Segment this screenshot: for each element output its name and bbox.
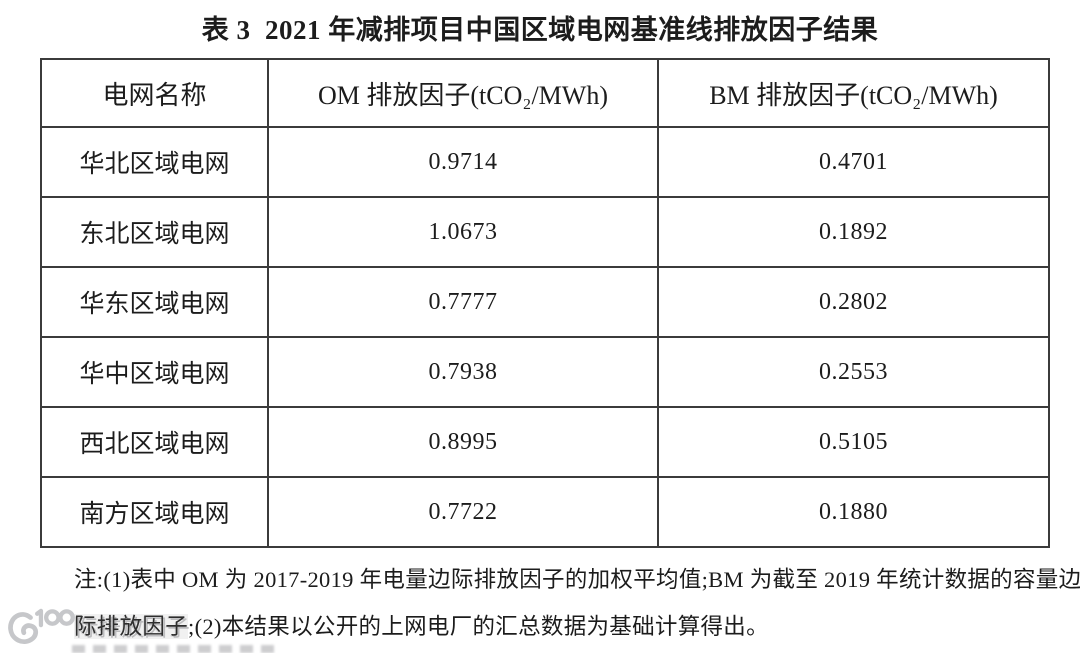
footnote-line-1: 注:(1)表中 OM 为 2017-2019 年电量边际排放因子的加权平均值;B… (74, 567, 1080, 592)
table-row: 华东区域电网 0.7777 0.2802 (40, 266, 1050, 338)
om-value-cell: 0.8995 (267, 406, 659, 478)
footnote-line-2-text: ;(2)本结果以公开的上网电厂的汇总数据为基础计算得出。 (188, 614, 769, 639)
grid-name-cell: 华中区域电网 (40, 336, 269, 408)
table-header-row: 电网名称 OM 排放因子(tCO₂/MWh) BM 排放因子(tCO₂/MWh) (40, 58, 1050, 128)
om-value-cell: 1.0673 (267, 196, 659, 268)
om-value-cell: 0.7938 (267, 336, 659, 408)
col-header-bm-factor: BM 排放因子(tCO₂/MWh) (657, 58, 1050, 128)
watermark-logo-icon (8, 608, 75, 645)
bm-value-cell: 0.2553 (657, 336, 1050, 408)
grid-name-cell: 华东区域电网 (40, 266, 269, 338)
grid-name-cell: 南方区域电网 (40, 476, 269, 548)
col-header-grid-name: 电网名称 (40, 58, 269, 128)
bm-value-cell: 0.5105 (657, 406, 1050, 478)
table-row: 华北区域电网 0.9714 0.4701 (40, 126, 1050, 198)
emission-factors-table: 电网名称 OM 排放因子(tCO₂/MWh) BM 排放因子(tCO₂/MWh)… (40, 58, 1050, 548)
grid-name-cell: 西北区域电网 (40, 406, 269, 478)
table-caption: 表 3 2021 年减排项目中国区域电网基准线排放因子结果 (201, 15, 879, 45)
footnote-line-2: 际排放因子;(2)本结果以公开的上网电厂的汇总数据为基础计算得出。 (74, 603, 1034, 650)
table-row: 华中区域电网 0.7938 0.2553 (40, 336, 1050, 408)
bm-value-cell: 0.1892 (657, 196, 1050, 268)
om-value-cell: 0.7777 (267, 266, 659, 338)
col-header-om-factor: OM 排放因子(tCO₂/MWh) (267, 58, 659, 128)
table-footnotes: 注:(1)表中 OM 为 2017-2019 年电量边际排放因子的加权平均值;B… (74, 556, 1080, 650)
footnote-line-2-watermarked-text: 际排放因子 (74, 614, 189, 639)
grid-name-cell: 东北区域电网 (40, 196, 269, 268)
bm-value-cell: 0.1880 (657, 476, 1050, 548)
om-value-cell: 0.7722 (267, 476, 659, 548)
bm-value-cell: 0.2802 (657, 266, 1050, 338)
om-value-cell: 0.9714 (267, 126, 659, 198)
grid-name-cell: 华北区域电网 (40, 126, 269, 198)
bm-value-cell: 0.4701 (657, 126, 1050, 198)
table-row: 南方区域电网 0.7722 0.1880 (40, 476, 1050, 548)
watermark-smudge (72, 645, 277, 653)
table-row: 西北区域电网 0.8995 0.5105 (40, 406, 1050, 478)
table-row: 东北区域电网 1.0673 0.1892 (40, 196, 1050, 268)
